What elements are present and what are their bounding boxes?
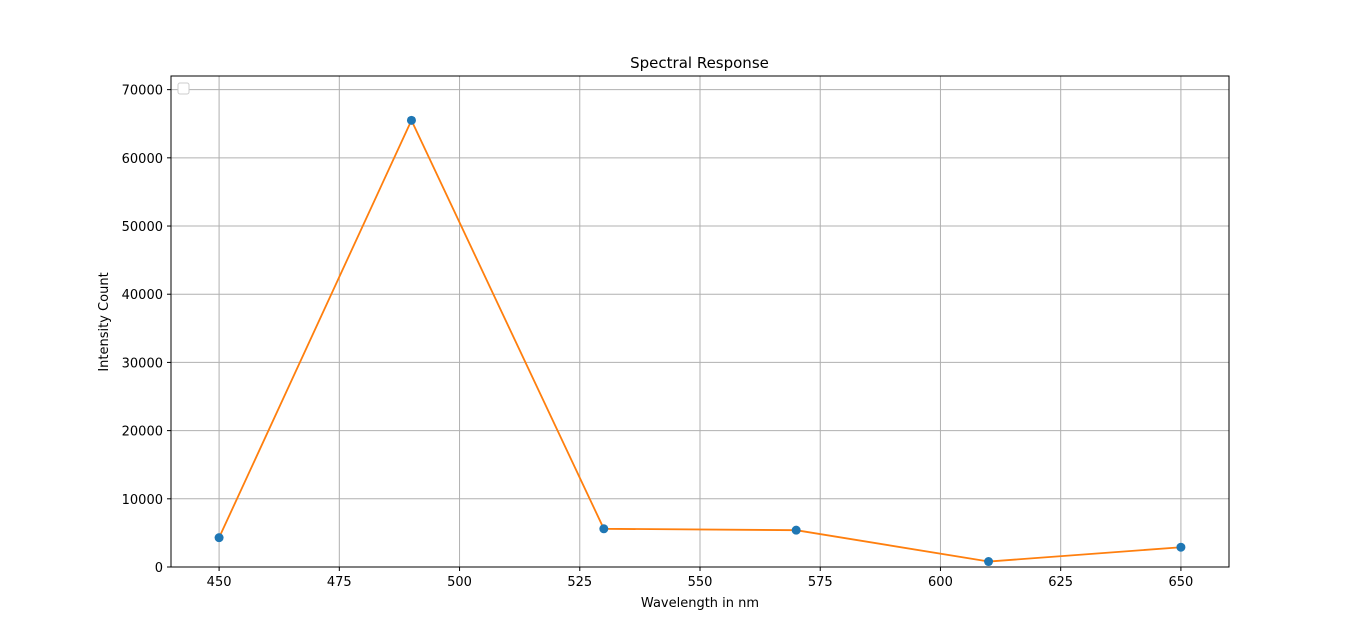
y-axis: 0 10000 20000 30000 40000 50000 60000 70000 (122, 84, 171, 576)
data-point-530 (599, 524, 609, 534)
x-tick-label: 475 (327, 575, 352, 590)
data-point-650 (1176, 542, 1186, 552)
y-tick-label: 40000 (122, 288, 163, 303)
y-axis-title: Intensity Count (97, 272, 112, 371)
x-tick-label: 450 (207, 575, 232, 590)
y-tick-label: 30000 (122, 356, 163, 371)
legend-box (177, 82, 190, 95)
y-tick-label: 60000 (122, 152, 163, 167)
x-tick-label: 650 (1168, 575, 1193, 590)
data-point-570 (791, 525, 801, 535)
x-axis-title: Wavelength in nm (641, 596, 759, 611)
data-point-490 (406, 115, 416, 125)
x-axis: 450 475 500 525 550 575 600 625 650 (207, 567, 1193, 590)
x-tick-label: 525 (567, 575, 592, 590)
x-tick-label: 550 (688, 575, 713, 590)
chart-title: Spectral Response (630, 54, 769, 72)
x-tick-label: 600 (928, 575, 953, 590)
series-layer (214, 115, 1186, 567)
y-tick-label: 70000 (122, 84, 163, 99)
y-tick-label: 50000 (122, 220, 163, 235)
y-tick-label: 0 (155, 561, 163, 576)
data-point-450 (214, 533, 224, 543)
data-point-610 (984, 557, 994, 567)
x-tick-label: 575 (808, 575, 833, 590)
x-tick-label: 500 (447, 575, 472, 590)
y-tick-label: 10000 (122, 493, 163, 508)
x-tick-label: 625 (1048, 575, 1073, 590)
series-line-1 (218, 119, 1181, 563)
legend (177, 82, 190, 95)
y-tick-label: 20000 (122, 425, 163, 440)
